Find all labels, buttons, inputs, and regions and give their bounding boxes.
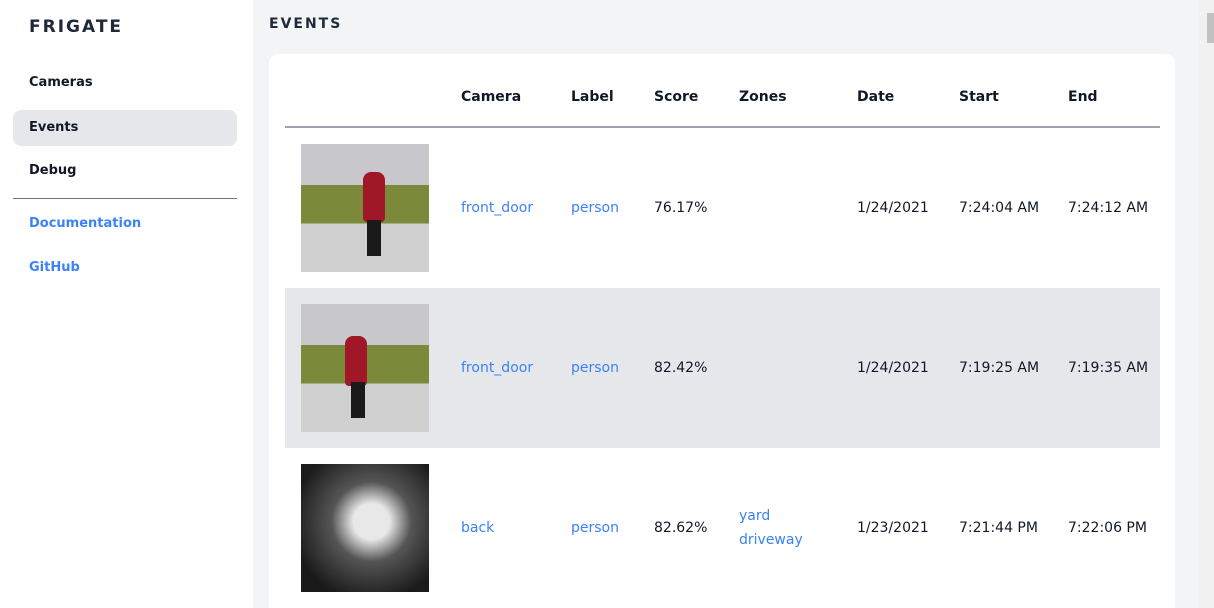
end-time: 7:24:12 AM	[1068, 200, 1149, 216]
label-link[interactable]: person	[571, 200, 619, 216]
event-thumbnail[interactable]	[301, 144, 429, 272]
scrollbar-thumb[interactable]	[1207, 13, 1214, 43]
table-row[interactable]: front_door person 82.42% 1/24/2021 7:19:…	[285, 288, 1160, 448]
score: 82.42%	[654, 360, 708, 376]
zones: yard driveway	[739, 504, 803, 552]
event-thumbnail[interactable]	[301, 304, 429, 432]
label-link[interactable]: person	[571, 360, 619, 376]
sidebar-item-cameras[interactable]: Cameras	[29, 75, 93, 90]
header-end: End	[1068, 89, 1098, 105]
header-camera: Camera	[461, 89, 522, 105]
zone-link[interactable]: yard	[739, 508, 771, 524]
header-score: Score	[654, 89, 699, 105]
date: 1/24/2021	[857, 360, 929, 376]
header-zones: Zones	[739, 89, 787, 105]
date: 1/24/2021	[857, 200, 929, 216]
link-documentation[interactable]: Documentation	[29, 216, 142, 231]
link-github[interactable]: GitHub	[29, 260, 80, 275]
start-time: 7:24:04 AM	[959, 200, 1040, 216]
header-start: Start	[959, 89, 999, 105]
label-link[interactable]: person	[571, 520, 619, 536]
divider	[13, 198, 237, 199]
camera-link[interactable]: front_door	[461, 360, 534, 376]
end-time: 7:19:35 AM	[1068, 360, 1149, 376]
brand-logo: FRIGATE	[29, 17, 124, 37]
table-row[interactable]: back person 82.62% yard driveway 1/23/20…	[285, 448, 1160, 608]
sidebar-item-debug[interactable]: Debug	[29, 163, 77, 178]
event-thumbnail[interactable]	[301, 464, 429, 592]
header-divider	[285, 126, 1160, 128]
page-title: EVENTS	[269, 16, 343, 32]
scrollbar[interactable]	[1199, 0, 1214, 608]
sidebar: FRIGATE Cameras Events Debug Documentati…	[0, 0, 253, 608]
score: 76.17%	[654, 200, 708, 216]
header-label: Label	[571, 89, 614, 105]
score: 82.62%	[654, 520, 708, 536]
zone-link[interactable]: driveway	[739, 532, 803, 548]
end-time: 7:22:06 PM	[1068, 520, 1147, 536]
start-time: 7:21:44 PM	[959, 520, 1038, 536]
sidebar-item-events[interactable]: Events	[13, 110, 237, 146]
header-date: Date	[857, 89, 895, 105]
table-row[interactable]: front_door person 76.17% 1/24/2021 7:24:…	[285, 128, 1160, 288]
start-time: 7:19:25 AM	[959, 360, 1040, 376]
date: 1/23/2021	[857, 520, 929, 536]
camera-link[interactable]: back	[461, 520, 495, 536]
events-table: Camera Label Score Zones Date Start End …	[269, 54, 1175, 608]
camera-link[interactable]: front_door	[461, 200, 534, 216]
